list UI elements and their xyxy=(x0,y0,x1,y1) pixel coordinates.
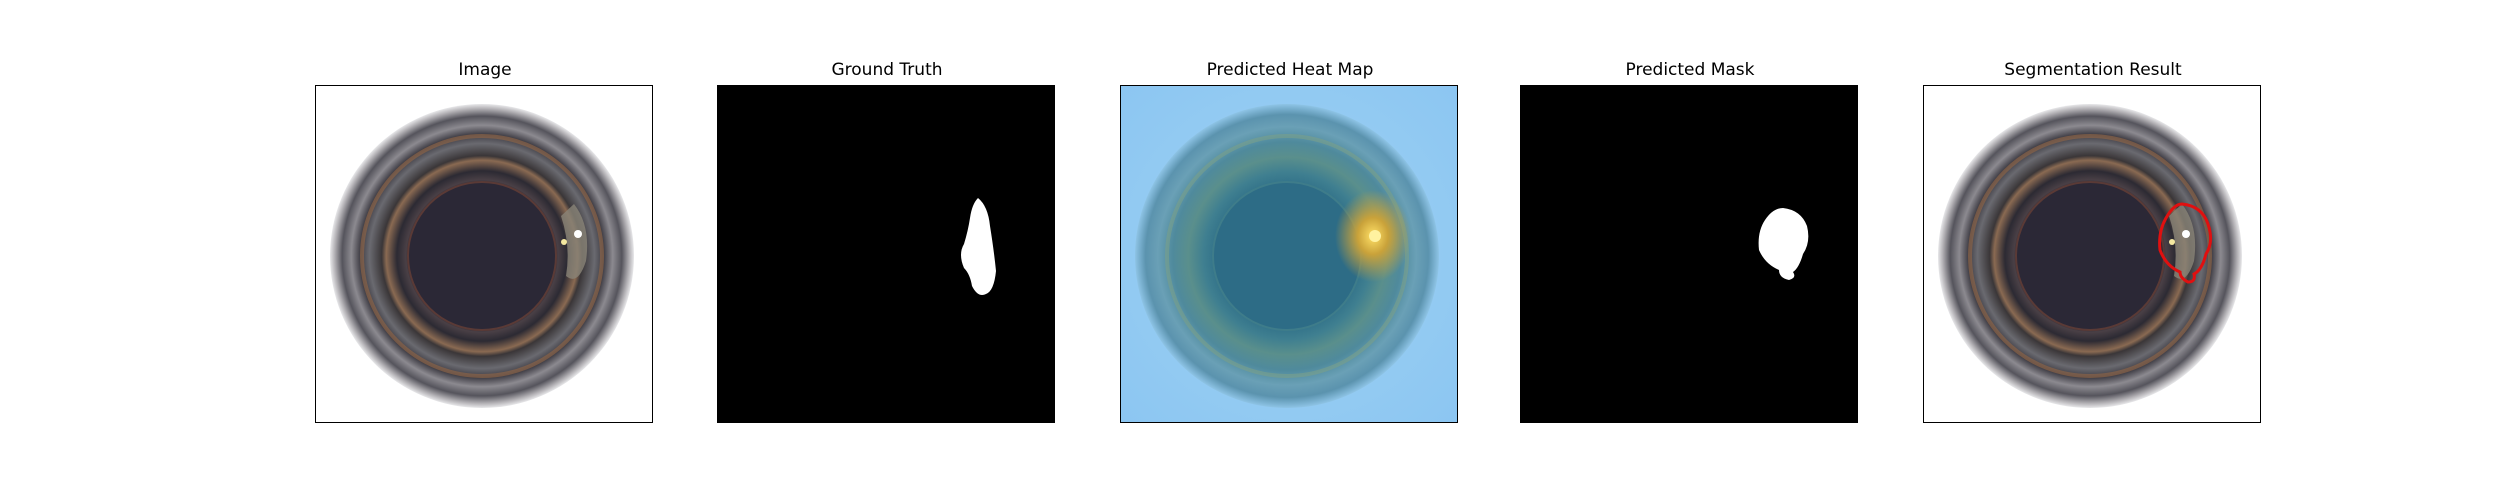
segmentation-result-frame xyxy=(1923,85,2261,423)
ground-truth-mask-icon xyxy=(718,86,1054,422)
panel-title: Segmentation Result xyxy=(2004,60,2182,80)
panel-title: Ground Truth xyxy=(831,60,943,80)
heat-map-icon xyxy=(1121,86,1457,422)
image-frame xyxy=(315,85,653,423)
bottle-image-icon xyxy=(316,86,652,422)
predicted-mask-frame xyxy=(1520,85,1858,423)
segmentation-outline xyxy=(2158,202,2213,284)
panel-title: Image xyxy=(458,60,512,80)
segmentation-result-icon xyxy=(1924,86,2260,422)
panel-title: Predicted Mask xyxy=(1625,60,1755,80)
panel-title: Predicted Heat Map xyxy=(1206,60,1374,80)
ground-truth-frame xyxy=(717,85,1055,423)
heat-map-frame xyxy=(1120,85,1458,423)
predicted-mask-icon xyxy=(1521,86,1857,422)
